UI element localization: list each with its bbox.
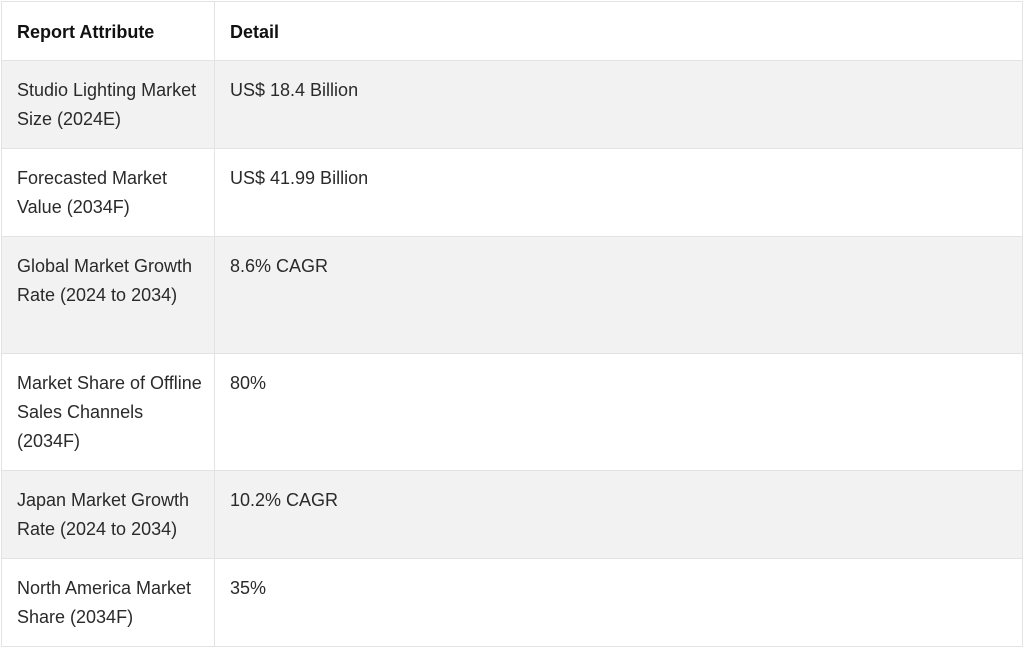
- detail-cell: 80%: [214, 353, 1023, 471]
- attribute-cell: Japan Market Growth Rate (2024 to 2034): [1, 470, 215, 559]
- detail-cell: 10.2% CAGR: [214, 470, 1023, 559]
- table-header-row: Report Attribute Detail: [1, 1, 1023, 61]
- attribute-cell: Studio Lighting Market Size (2024E): [1, 60, 215, 149]
- header-report-attribute: Report Attribute: [1, 1, 215, 61]
- attribute-cell: Global Market Growth Rate (2024 to 2034): [1, 236, 215, 354]
- table-row: Studio Lighting Market Size (2024E) US$ …: [1, 60, 1023, 149]
- table-row: Forecasted Market Value (2034F) US$ 41.9…: [1, 148, 1023, 237]
- table-row: Market Share of Offline Sales Channels (…: [1, 353, 1023, 471]
- attribute-cell: North America Market Share (2034F): [1, 558, 215, 647]
- attribute-cell: Market Share of Offline Sales Channels (…: [1, 353, 215, 471]
- table-row: Japan Market Growth Rate (2024 to 2034) …: [1, 470, 1023, 559]
- detail-cell: US$ 18.4 Billion: [214, 60, 1023, 149]
- attribute-cell: Forecasted Market Value (2034F): [1, 148, 215, 237]
- header-detail: Detail: [214, 1, 1023, 61]
- table-row: Global Market Growth Rate (2024 to 2034)…: [1, 236, 1023, 354]
- detail-cell: US$ 41.99 Billion: [214, 148, 1023, 237]
- detail-cell: 35%: [214, 558, 1023, 647]
- detail-cell: 8.6% CAGR: [214, 236, 1023, 354]
- table-row: North America Market Share (2034F) 35%: [1, 558, 1023, 647]
